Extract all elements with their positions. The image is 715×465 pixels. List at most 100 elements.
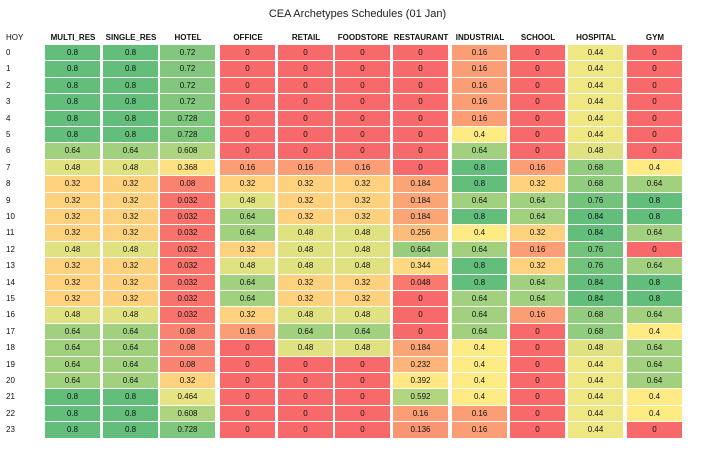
heatmap-cell: 0	[278, 110, 334, 127]
heatmap-cell: 0.72	[160, 94, 216, 111]
heatmap-cell: 0	[510, 323, 566, 341]
heatmap-cell: 0.4	[627, 405, 683, 423]
heatmap-cell: 0	[278, 77, 334, 95]
heatmap-cell: 0.64	[45, 340, 101, 357]
heatmap-cell: 0.032	[160, 209, 216, 226]
heatmap-cell: 0.032	[160, 307, 216, 324]
heatmap-cell: 0.4	[452, 389, 508, 406]
column-header-hotel: HOTEL	[174, 33, 202, 42]
heatmap-cell: 0.64	[220, 225, 276, 242]
heatmap-cell: 0.84	[568, 225, 624, 242]
heatmap-cell: 0	[510, 356, 566, 373]
heatmap-cell: 0.8	[103, 77, 159, 95]
heatmap-cell: 0.68	[568, 159, 624, 177]
heatmap-cell: 0.8	[45, 405, 101, 423]
heatmap-cell: 0.76	[568, 258, 624, 275]
heatmap-cell: 0.64	[510, 209, 566, 226]
heatmap-cell: 0.32	[335, 274, 391, 291]
hour-label: 13	[6, 261, 15, 271]
heatmap-cell: 0.48	[335, 225, 391, 242]
hour-label: 10	[6, 212, 15, 221]
heatmap-cell: 0.64	[45, 356, 101, 373]
heatmap-cell: 0	[335, 422, 391, 439]
heatmap-cell: 0.48	[278, 225, 334, 242]
heatmap-cell: 0	[220, 127, 276, 144]
heatmap-cell: 0	[220, 45, 276, 62]
heatmap-cell: 0.16	[452, 422, 508, 439]
heatmap-cell: 0.64	[220, 274, 276, 291]
heatmap-cell: 0.32	[335, 176, 391, 193]
heatmap-cell: 0	[510, 422, 566, 439]
heatmap-cell: 0.64	[103, 323, 159, 341]
heatmap-cell: 0.48	[45, 159, 101, 177]
column-header-gym: GYM	[645, 33, 665, 42]
heatmap-cell: 0	[393, 307, 449, 324]
heatmap-cell: 0.32	[45, 176, 101, 193]
heatmap-cell: 0.64	[627, 307, 683, 324]
heatmap-cell: 0.16	[335, 159, 391, 177]
heatmap-cell: 0.48	[103, 159, 159, 177]
heatmap-cell: 0.32	[278, 176, 334, 193]
heatmap-cell: 0.32	[103, 209, 159, 226]
heatmap-cell: 0.68	[568, 323, 624, 341]
heatmap-cell: 0	[335, 77, 391, 95]
heatmap-cell: 0.184	[393, 209, 449, 226]
heatmap-cell: 0.48	[103, 307, 159, 324]
heatmap-cell: 0.32	[335, 209, 391, 226]
heatmap-cell: 0.16	[220, 159, 276, 177]
heatmap-cell: 0.64	[452, 323, 508, 341]
heatmap-cell: 0.32	[510, 225, 566, 242]
hour-label: 2	[6, 80, 11, 90]
heatmap-cell: 0	[335, 356, 391, 373]
heatmap-cell: 0.48	[45, 241, 101, 259]
heatmap-cell: 0	[510, 61, 566, 78]
heatmap-cell: 0.48	[278, 258, 334, 275]
heatmap-cell: 0.44	[568, 77, 624, 95]
heatmap-cell: 0.4	[627, 323, 683, 341]
heatmap-cell: 0.32	[103, 176, 159, 193]
heatmap-cell: 0.032	[160, 274, 216, 291]
heatmap-cell: 0	[510, 127, 566, 144]
heatmap-cell: 0.8	[45, 110, 101, 127]
column-header-foodstore: FOODSTORE	[337, 33, 389, 42]
heatmap-cell: 0.8	[45, 61, 101, 78]
heatmap-cell: 0.72	[160, 77, 216, 95]
heatmap-cell: 0.48	[103, 241, 159, 259]
hour-label: 5	[6, 130, 11, 139]
heatmap-cell: 0	[335, 110, 391, 127]
heatmap-cell: 0	[220, 356, 276, 373]
heatmap-cell: 0	[220, 143, 276, 160]
heatmap-cell: 0	[393, 291, 449, 308]
heatmap-cell: 0	[335, 143, 391, 160]
heatmap-cell: 0.64	[510, 274, 566, 291]
hour-label: 1	[6, 64, 11, 74]
heatmap-cell: 0.8	[627, 274, 683, 291]
heatmap-cell: 0	[278, 422, 334, 439]
heatmap-cell: 0.32	[220, 176, 276, 193]
heatmap-cell: 0	[393, 127, 449, 144]
heatmap-cell: 0	[393, 110, 449, 127]
heatmap-cell: 0.76	[568, 192, 624, 209]
heatmap-cell: 0.16	[278, 159, 334, 177]
heatmap-cell: 0	[627, 143, 683, 160]
heatmap-cell: 0.32	[510, 176, 566, 193]
heatmap-cell: 0	[335, 61, 391, 78]
heatmap-cell: 0.32	[335, 291, 391, 308]
heatmap-cell: 0.032	[160, 225, 216, 242]
heatmap-cell: 0.16	[452, 45, 508, 62]
heatmap-cell: 0.76	[568, 241, 624, 259]
heatmap-cell: 0	[278, 373, 334, 390]
heatmap-cell: 0	[278, 61, 334, 78]
heatmap-cell: 0.16	[452, 94, 508, 111]
column-header-school: SCHOOL	[520, 33, 556, 42]
hour-label: 23	[6, 425, 15, 435]
hour-label: 8	[6, 179, 11, 189]
heatmap-cell: 0	[278, 405, 334, 423]
heatmap-cell: 0.8	[103, 422, 159, 439]
heatmap-cell: 0.44	[568, 127, 624, 144]
column-header-office: OFFICE	[233, 33, 263, 42]
heatmap-cell: 0.44	[568, 110, 624, 127]
heatmap-cell: 0.32	[220, 307, 276, 324]
heatmap-cell: 0.44	[568, 61, 624, 78]
heatmap-cell: 0.8	[103, 94, 159, 111]
